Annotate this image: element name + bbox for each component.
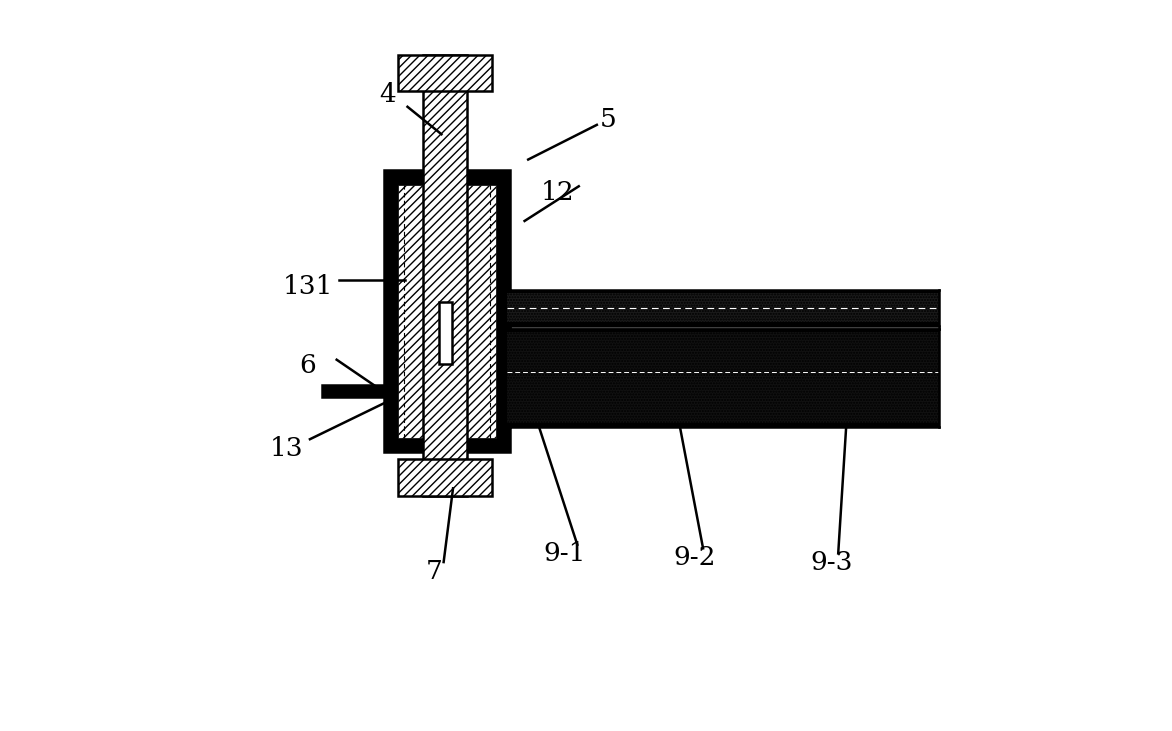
Text: 12: 12 (540, 180, 574, 205)
Text: 4: 4 (379, 82, 396, 107)
Text: 7: 7 (425, 559, 443, 584)
Bar (322, 385, 383, 397)
Bar (398, 55, 492, 91)
Text: 9-1: 9-1 (543, 541, 586, 566)
Text: 13: 13 (270, 436, 302, 461)
Bar (438, 302, 451, 364)
Bar (383, 170, 510, 452)
Text: 6: 6 (299, 353, 316, 378)
Bar (506, 293, 939, 322)
Bar (398, 460, 492, 496)
Bar (506, 333, 939, 423)
Text: 131: 131 (282, 273, 333, 298)
Bar (423, 55, 466, 496)
Text: 9-2: 9-2 (673, 545, 716, 569)
Text: 5: 5 (599, 107, 616, 132)
Bar (506, 289, 939, 326)
Bar (398, 185, 496, 438)
Bar (506, 330, 939, 427)
Text: 9-3: 9-3 (811, 550, 853, 575)
